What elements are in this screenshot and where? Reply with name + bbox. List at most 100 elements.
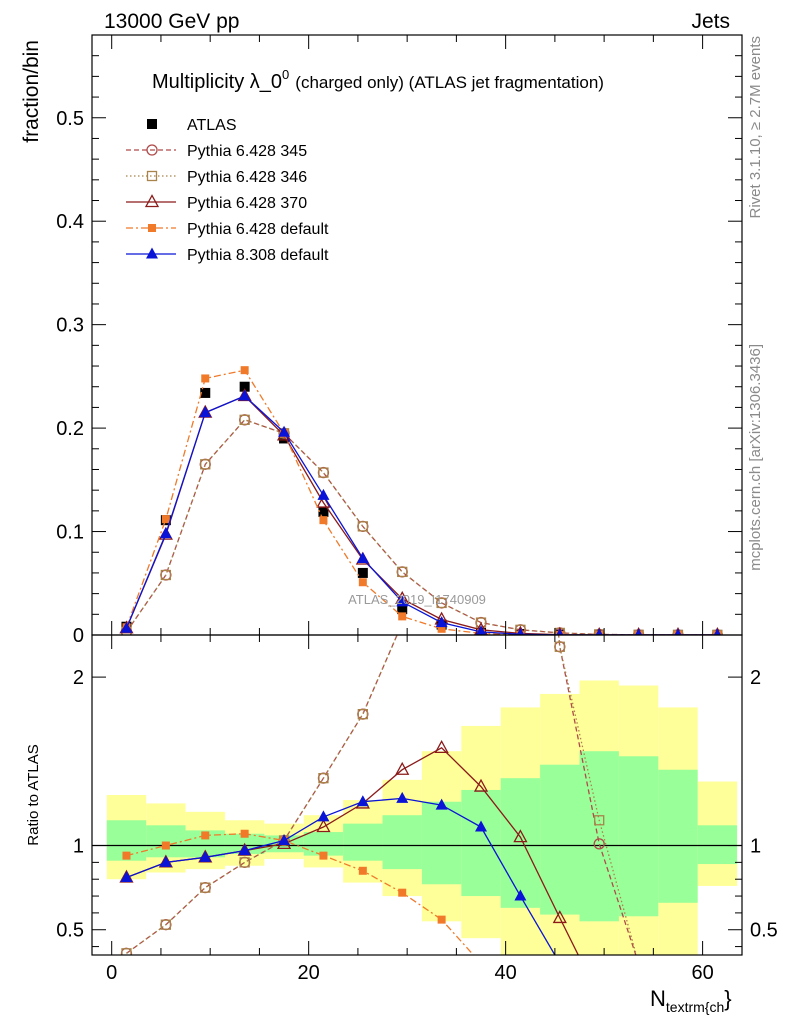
ratio-point bbox=[356, 795, 369, 807]
ratio-point bbox=[199, 850, 212, 862]
ratio-y-tick-label: 1 bbox=[73, 836, 84, 858]
legend-item: ATLAS bbox=[147, 117, 237, 134]
ratio-series-4 bbox=[120, 791, 566, 968]
ratio-point bbox=[554, 957, 566, 968]
data-point bbox=[161, 515, 170, 524]
band-1sigma-bin bbox=[343, 823, 383, 861]
rivet-label: Rivet 3.1.10, ≥ 2.7M events bbox=[747, 36, 764, 219]
y-tick-label: 0.5 bbox=[56, 108, 84, 130]
ratio-point bbox=[434, 739, 449, 753]
band-1sigma-bin bbox=[579, 751, 619, 922]
ratio-point bbox=[199, 881, 211, 894]
mcplots-label: mcplots.cern.ch [arXiv:1306.3436] bbox=[747, 344, 764, 571]
data-point bbox=[239, 381, 250, 392]
data-point bbox=[120, 621, 133, 633]
y-axis-label-ratio: Ratio to ATLAS bbox=[25, 744, 42, 845]
y-tick-label: 0.2 bbox=[56, 418, 84, 440]
data-point bbox=[356, 551, 369, 563]
ratio-point bbox=[160, 919, 172, 930]
data-point bbox=[634, 628, 643, 635]
ratio-point bbox=[278, 833, 291, 845]
y-tick-label: 0.1 bbox=[56, 522, 84, 544]
data-point bbox=[316, 494, 331, 508]
ratio-point bbox=[398, 888, 407, 897]
ratio-point bbox=[357, 708, 369, 720]
data-point bbox=[357, 521, 368, 532]
ratio-point bbox=[396, 791, 409, 803]
legend-marker bbox=[147, 119, 157, 129]
data-point bbox=[397, 604, 408, 615]
ratio-point bbox=[357, 709, 368, 720]
ratio-point bbox=[634, 958, 644, 968]
legend-marker bbox=[146, 144, 158, 156]
data-point bbox=[159, 527, 172, 539]
data-point bbox=[318, 467, 329, 478]
data-point bbox=[200, 387, 211, 398]
band-1sigma-bin bbox=[540, 764, 580, 915]
data-point bbox=[239, 414, 250, 425]
ratio-point bbox=[513, 829, 528, 843]
band-1sigma-bin bbox=[382, 815, 422, 870]
ratio-point bbox=[634, 959, 643, 968]
ratio-point bbox=[161, 841, 170, 850]
legend-label: Pythia 8.308 default bbox=[187, 247, 329, 264]
legend-label: Pythia 6.428 346 bbox=[187, 169, 307, 186]
ratio-y-tick-label: 0.5 bbox=[56, 920, 84, 942]
analysis-watermark: ATLAS_2019_I1740909 bbox=[348, 592, 486, 607]
ratio-frame bbox=[91, 634, 743, 956]
y-tick-label: 0.3 bbox=[56, 315, 84, 337]
x-axis-label: Ntextrm{ch} bbox=[650, 986, 732, 1015]
ratio-point bbox=[240, 829, 249, 838]
data-point bbox=[397, 566, 408, 578]
data-point bbox=[436, 597, 447, 609]
y-tick-label: 0 bbox=[73, 625, 84, 647]
data-point bbox=[674, 628, 682, 635]
ratio-y-tick-label-right: 1 bbox=[750, 836, 761, 858]
data-point bbox=[435, 616, 448, 628]
header-left: 13000 GeV pp bbox=[104, 10, 239, 33]
ratio-point bbox=[120, 947, 133, 955]
ratio-point bbox=[435, 798, 448, 810]
ratio-point bbox=[593, 838, 605, 850]
data-point bbox=[595, 628, 603, 635]
legend-label: ATLAS bbox=[187, 117, 237, 134]
data-point bbox=[201, 374, 210, 383]
ratio-y-tick-label-right: 0.5 bbox=[750, 920, 778, 942]
ratio-point bbox=[121, 948, 132, 955]
ratio-point bbox=[238, 844, 251, 856]
ratio-point bbox=[316, 819, 331, 833]
data-point bbox=[475, 625, 487, 635]
band-1sigma-bin bbox=[500, 778, 541, 908]
ratio-point bbox=[122, 851, 131, 860]
ratio-point bbox=[475, 820, 488, 832]
legend-label: Pythia 6.428 default bbox=[187, 221, 329, 238]
ratio-line bbox=[126, 797, 556, 955]
band-1sigma-bin bbox=[697, 825, 738, 865]
ratio-point bbox=[318, 773, 329, 784]
data-point bbox=[398, 612, 407, 621]
ratio-point bbox=[437, 915, 446, 924]
data-point bbox=[556, 628, 564, 635]
data-point bbox=[319, 516, 328, 525]
data-point bbox=[516, 627, 525, 635]
y-axis-label-main: fraction/bin bbox=[20, 40, 43, 143]
legend-item: Pythia 6.428 370 bbox=[126, 194, 307, 212]
ratio-point bbox=[239, 857, 250, 868]
ratio-point bbox=[159, 855, 172, 867]
data-point bbox=[396, 595, 409, 607]
ratio-point bbox=[477, 959, 485, 967]
ratio-point bbox=[200, 882, 211, 893]
plot-title: Multiplicity λ_00 (charged only) (ATLAS j… bbox=[152, 67, 604, 93]
legend-label: Pythia 6.428 370 bbox=[187, 195, 307, 212]
legend-marker bbox=[144, 194, 160, 208]
data-point bbox=[238, 389, 251, 401]
uncertainty-bands bbox=[106, 680, 738, 955]
band-1sigma-bin bbox=[618, 756, 659, 917]
band-1sigma-bin bbox=[461, 789, 501, 897]
data-point bbox=[160, 569, 172, 581]
data-point bbox=[199, 406, 212, 418]
ratio-line bbox=[126, 833, 475, 955]
legend-item: Pythia 8.308 default bbox=[126, 247, 329, 264]
